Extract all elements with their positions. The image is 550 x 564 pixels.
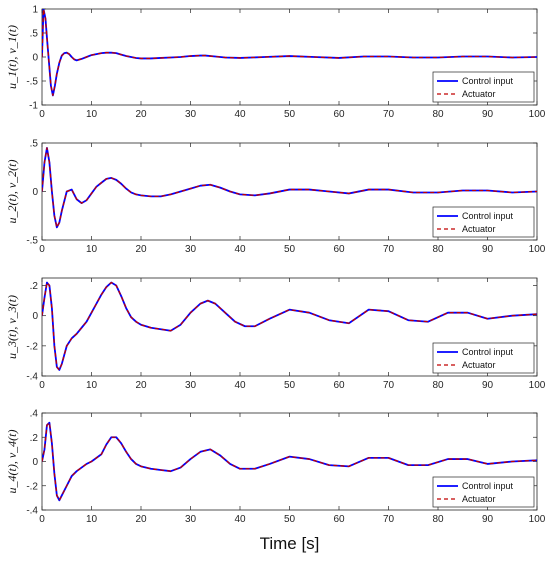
x-tick-label: 100: [529, 380, 546, 391]
x-tick-label: 80: [432, 244, 444, 255]
x-tick-label: 20: [135, 514, 147, 525]
x-tick-label: 0: [39, 380, 45, 391]
x-tick-label: 20: [135, 380, 147, 391]
legend-entry-actuator: Actuator: [462, 494, 496, 504]
legend-box: [432, 342, 535, 374]
legend: Control input Actuator: [432, 476, 535, 508]
x-tick-label: 60: [333, 380, 345, 391]
x-tick-label: 60: [333, 109, 345, 120]
series-line-actuator: [42, 147, 537, 229]
x-tick-label: 80: [432, 109, 444, 120]
series-line-actuator: [42, 281, 537, 371]
subplot-3: 0 10 20 30 40 50 60 70 80 90 100 -.4 -.2 0 .2 u_3(t), v…: [5, 277, 546, 391]
legend-entry-control-input: Control input: [462, 211, 514, 221]
subplot-4: 0 10 20 30 40 50 60 70 80 90 100 -.4 -.2 0 .2 .4 u_4(t),…: [5, 409, 546, 554]
y-axis-label: u_1(t), v_1(t): [5, 25, 19, 89]
x-tick-label: 90: [482, 244, 494, 255]
legend-box: [432, 71, 535, 103]
x-tick-label: 80: [432, 514, 444, 525]
x-tick-label: 100: [529, 244, 546, 255]
y-axis-label: u_3(t), v_3(t): [5, 295, 19, 359]
y-tick-label: 0: [32, 457, 38, 468]
x-tick-label: 0: [39, 514, 45, 525]
y-tick-label: 0: [32, 311, 38, 322]
y-tick-label: -.5: [26, 77, 38, 88]
y-tick-label: -1: [29, 101, 38, 112]
x-tick-label: 10: [86, 380, 98, 391]
x-tick-label: 30: [185, 380, 197, 391]
x-tick-label: 90: [482, 109, 494, 120]
y-tick-label: 0: [32, 187, 38, 198]
y-tick-label: .5: [30, 29, 39, 40]
x-tick-label: 100: [529, 514, 546, 525]
y-tick-label: -.4: [26, 372, 38, 383]
legend-entry-control-input: Control input: [462, 76, 514, 86]
x-tick-label: 10: [86, 514, 98, 525]
x-tick-label: 70: [383, 514, 395, 525]
x-tick-label: 0: [39, 109, 45, 120]
x-tick-label: 40: [234, 380, 246, 391]
x-tick-label: 80: [432, 380, 444, 391]
x-tick-label: 50: [284, 514, 296, 525]
y-tick-label: .4: [30, 409, 39, 420]
x-tick-label: 60: [333, 244, 345, 255]
y-tick-label: .2: [30, 433, 39, 444]
y-tick-label: 0: [32, 53, 38, 64]
x-tick-label: 20: [135, 109, 147, 120]
x-tick-label: 30: [185, 244, 197, 255]
y-tick-label: -.5: [26, 236, 38, 247]
x-tick-label: 30: [185, 109, 197, 120]
x-tick-label: 40: [234, 109, 246, 120]
x-tick-label: 10: [86, 244, 98, 255]
legend-entry-control-input: Control input: [462, 481, 514, 491]
y-tick-label: -.2: [26, 341, 38, 352]
series-line-actuator: [42, 9, 537, 97]
legend: Control input Actuator: [432, 71, 535, 103]
x-tick-label: 70: [383, 109, 395, 120]
legend: Control input Actuator: [432, 342, 535, 374]
legend-entry-actuator: Actuator: [462, 224, 496, 234]
legend-entry-control-input: Control input: [462, 347, 514, 357]
x-tick-label: 20: [135, 244, 147, 255]
series-line-actuator: [42, 422, 537, 501]
x-tick-label: 50: [284, 380, 296, 391]
x-tick-label: 40: [234, 514, 246, 525]
x-tick-label: 90: [482, 380, 494, 391]
x-axis-label: Time [s]: [260, 534, 320, 553]
x-tick-label: 70: [383, 380, 395, 391]
x-tick-label: 70: [383, 244, 395, 255]
x-tick-label: 10: [86, 109, 98, 120]
subplot-2: 0 10 20 30 40 50 60 70 80 90 100-.50.5u_2(t), v_2(…: [5, 139, 546, 256]
y-tick-label: .5: [30, 139, 39, 150]
x-tick-label: 50: [284, 109, 296, 120]
y-tick-label: -.2: [26, 481, 38, 492]
y-tick-label: 1: [32, 5, 38, 16]
x-tick-label: 60: [333, 514, 345, 525]
y-tick-label: -.4: [26, 506, 38, 517]
x-tick-label: 0: [39, 244, 45, 255]
subplot-1: 0 10 20 30 40 50 60 70 80 90 100 -1 -.5 0 .5 1 u_1(t), v…: [5, 5, 546, 121]
legend-entry-actuator: Actuator: [462, 360, 496, 370]
x-tick-label: 100: [529, 109, 546, 120]
x-tick-label: 40: [234, 244, 246, 255]
x-tick-label: 90: [482, 514, 494, 525]
y-tick-label: .2: [30, 281, 39, 292]
x-tick-label: 50: [284, 244, 296, 255]
x-tick-label: 30: [185, 514, 197, 525]
legend-entry-actuator: Actuator: [462, 89, 496, 99]
y-axis-label: u_2(t), v_2(t): [5, 160, 19, 224]
legend-box: [432, 476, 535, 508]
legend: Control input Actuator: [432, 206, 535, 238]
legend-box: [432, 206, 535, 238]
y-axis-label: u_4(t), v_4(t): [5, 430, 19, 494]
